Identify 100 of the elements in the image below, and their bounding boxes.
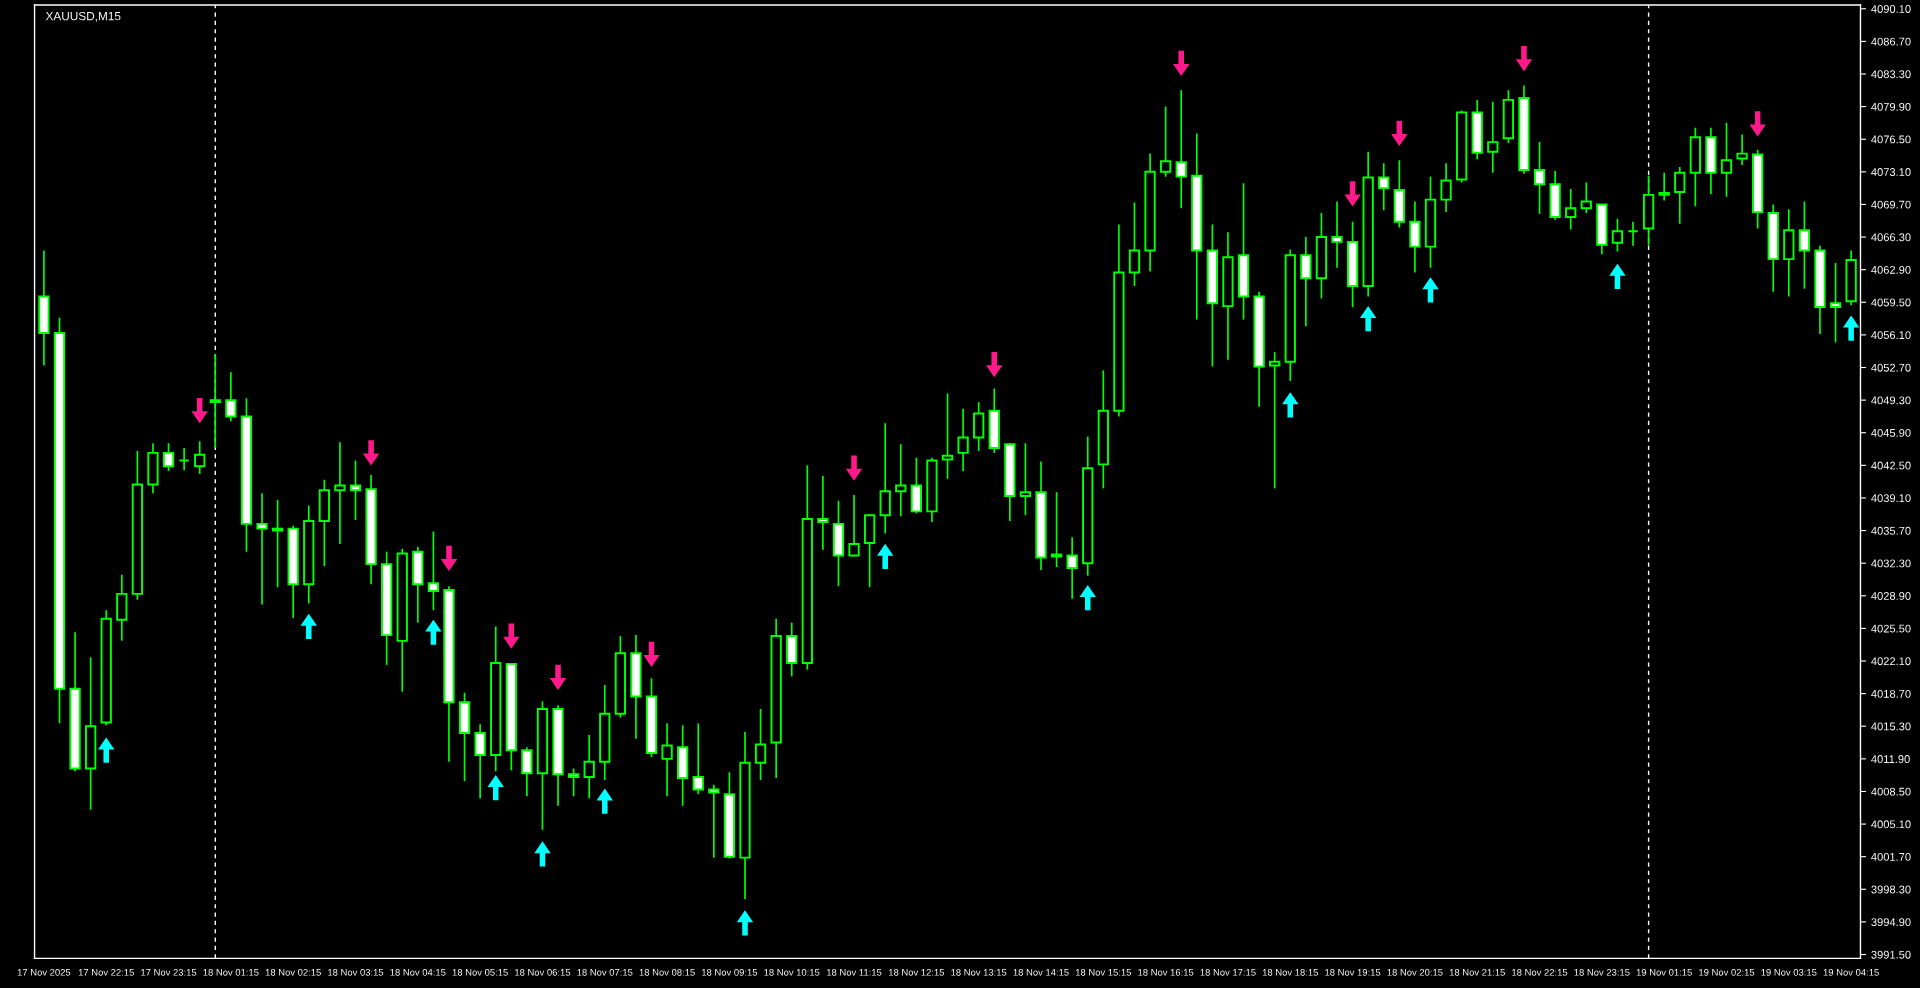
candlestick <box>973 401 985 452</box>
candlestick <box>225 371 237 423</box>
x-tick-label: 18 Nov 01:15 <box>203 969 259 976</box>
y-tick-label: 4022.10 <box>1871 657 1911 666</box>
y-tick-label: 4039.10 <box>1871 494 1911 503</box>
y-tick-label: 4056.10 <box>1871 331 1911 340</box>
candlestick <box>334 441 346 545</box>
y-tick-label: 4079.90 <box>1871 102 1911 111</box>
candlestick <box>427 530 440 612</box>
candlestick <box>1066 536 1078 600</box>
y-tick-label: 4005.10 <box>1871 820 1911 829</box>
candlestick <box>1331 200 1343 269</box>
candlestick <box>1580 181 1592 214</box>
candlestick <box>817 475 829 551</box>
candlestick <box>1300 236 1312 328</box>
x-tick-label: 18 Nov 02:15 <box>265 969 321 976</box>
x-tick-label: 19 Nov 01:15 <box>1636 969 1692 976</box>
candlestick <box>178 447 190 471</box>
x-tick-label: 19 Nov 04:15 <box>1823 969 1879 976</box>
candlestick <box>754 708 767 781</box>
candlestick <box>1440 162 1452 213</box>
candlestick <box>1269 351 1281 490</box>
y-tick-label: 4069.70 <box>1871 200 1911 209</box>
x-tick-label: 18 Nov 23:15 <box>1574 969 1630 976</box>
y-tick-label: 4008.50 <box>1871 787 1911 796</box>
x-tick-label: 19 Nov 03:15 <box>1761 969 1817 976</box>
y-tick-label: 4076.50 <box>1871 135 1911 144</box>
x-tick-label: 18 Nov 11:15 <box>827 969 882 976</box>
x-tick-label: 18 Nov 14:15 <box>1013 969 1069 976</box>
candlestick <box>692 722 704 796</box>
candlestick <box>1829 262 1842 344</box>
candlestick <box>1565 188 1577 231</box>
y-tick-label: 4001.70 <box>1871 852 1911 861</box>
y-tick-label: 3998.30 <box>1871 885 1911 894</box>
x-tick-label: 17 Nov 23:15 <box>141 969 197 976</box>
x-tick-label: 17 Nov 2025 <box>17 969 71 976</box>
candlestick <box>1736 133 1748 166</box>
candlestick <box>162 442 175 472</box>
candlestick <box>879 422 891 535</box>
y-tick-label: 4052.70 <box>1871 363 1911 372</box>
candlestick <box>256 492 268 606</box>
x-tick-label: 17 Nov 22:15 <box>78 969 134 976</box>
x-tick-label: 19 Nov 02:15 <box>1699 969 1755 976</box>
y-tick-label: 3994.90 <box>1871 918 1911 927</box>
x-tick-label: 18 Nov 07:15 <box>577 969 633 976</box>
x-tick-label: 18 Nov 19:15 <box>1325 969 1381 976</box>
x-tick-label: 18 Nov 05:15 <box>452 969 508 976</box>
y-tick-label: 4062.90 <box>1871 265 1911 274</box>
x-tick-label: 18 Nov 15:15 <box>1075 969 1132 976</box>
x-tick-label: 18 Nov 20:15 <box>1387 969 1443 976</box>
candlestick <box>1487 100 1499 174</box>
candlestick <box>474 723 486 800</box>
x-tick-label: 18 Nov 21:15 <box>1449 969 1505 976</box>
text: XAUUSD,M15 <box>45 11 121 22</box>
candlestick <box>941 392 954 480</box>
candlestick <box>521 746 533 798</box>
y-tick-label: 4066.30 <box>1871 233 1911 242</box>
candlestick <box>1611 218 1624 253</box>
y-tick-label: 4025.50 <box>1871 624 1911 633</box>
candlestick <box>271 499 284 588</box>
y-tick-label: 4073.10 <box>1871 168 1911 176</box>
x-tick-label: 18 Nov 10:15 <box>764 969 820 976</box>
candlestick <box>209 353 221 449</box>
y-tick-label: 3991.50 <box>1871 950 1911 959</box>
y-tick-label: 4086.70 <box>1871 37 1911 46</box>
candlestick <box>1658 171 1670 202</box>
y-tick-label: 4045.90 <box>1871 429 1911 437</box>
x-tick-label: 18 Nov 08:15 <box>639 969 695 976</box>
candlestick <box>1533 141 1546 215</box>
y-tick-label: 4035.70 <box>1871 526 1911 535</box>
y-tick-label: 4090.10 <box>1871 5 1911 13</box>
y-tick-label: 4042.50 <box>1871 461 1911 470</box>
y-tick-label: 4049.30 <box>1871 396 1911 405</box>
x-tick-label: 18 Nov 22:15 <box>1512 969 1568 976</box>
candlestick <box>957 407 969 472</box>
candlestick <box>1159 105 1172 178</box>
x-tick-label: 18 Nov 09:15 <box>702 969 758 976</box>
x-tick-label: 18 Nov 04:15 <box>390 969 446 976</box>
x-tick-label: 18 Nov 12:15 <box>888 969 945 976</box>
candlestick <box>194 440 206 475</box>
candlestick <box>583 734 595 800</box>
y-tick-label: 4018.70 <box>1871 689 1911 698</box>
candlestick <box>1378 162 1390 212</box>
x-tick-label: 18 Nov 06:15 <box>515 969 571 976</box>
x-tick-label: 18 Nov 18:15 <box>1262 969 1318 976</box>
y-tick-label: 4083.30 <box>1871 70 1911 79</box>
candlestick <box>1175 89 1187 210</box>
candlestick <box>1798 200 1811 290</box>
x-tick-label: 18 Nov 03:15 <box>328 969 384 976</box>
y-tick-label: 4059.50 <box>1871 298 1911 307</box>
y-tick-label: 4032.30 <box>1871 559 1911 568</box>
y-tick-label: 4011.90 <box>1871 755 1910 763</box>
x-tick-label: 18 Nov 13:15 <box>951 969 1007 976</box>
candlestick <box>349 459 362 521</box>
y-tick-label: 4028.90 <box>1871 592 1911 600</box>
candlestick <box>895 443 907 518</box>
candlestick <box>848 494 860 558</box>
x-tick-label: 18 Nov 16:15 <box>1138 969 1194 976</box>
candlestick <box>1128 201 1141 287</box>
candlestick <box>1720 122 1733 198</box>
